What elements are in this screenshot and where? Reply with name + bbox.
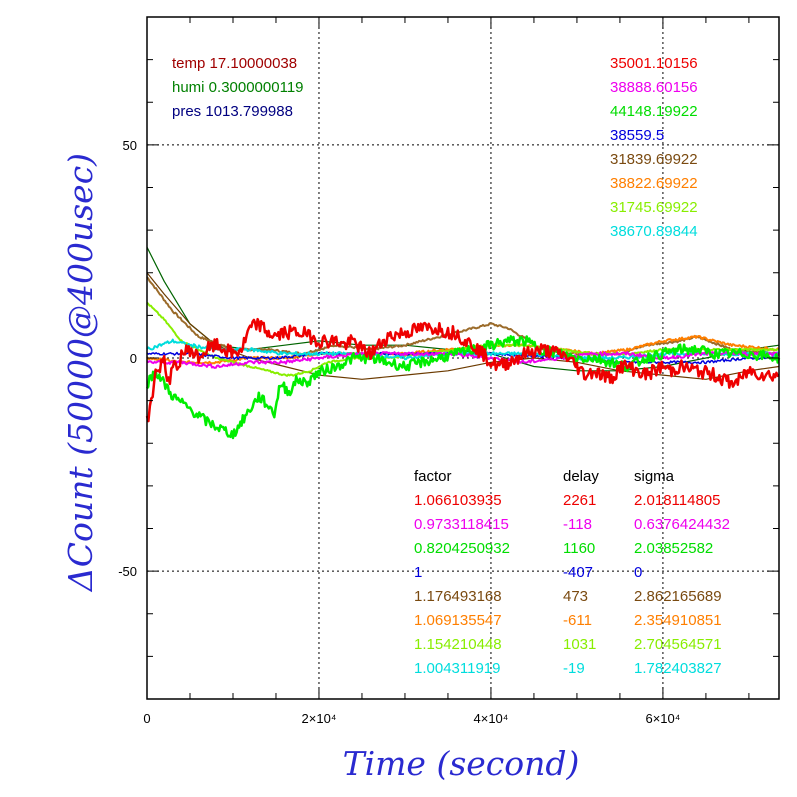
table-sigma: 0.6376424432 [634, 516, 730, 533]
top-value: 35001.10156 [610, 55, 698, 72]
table-sigma: 2.862165689 [634, 588, 722, 605]
table-factor: 1.154210448 [414, 636, 502, 653]
series-line-10 [145, 317, 780, 423]
series-line-7 [146, 338, 780, 361]
x-tick-label: 6×10⁴ [645, 711, 680, 726]
top-value: 38670.89844 [610, 223, 698, 240]
condition-temp: temp 17.10000038 [172, 55, 297, 72]
table-delay: 1031 [563, 636, 596, 653]
y-axis-title: ΔCount (50000@400usec) [61, 153, 100, 593]
table-factor: 0.8204250932 [414, 540, 510, 557]
axis-ticks [146, 16, 779, 700]
series-line-9 [146, 335, 781, 440]
table-factor: 1.066103935 [414, 492, 502, 509]
table-delay: -118 [563, 516, 592, 533]
top-value: 38822.69922 [610, 175, 698, 192]
y-tick-label: 0 [130, 351, 137, 366]
x-tick-label: 4×10⁴ [474, 711, 509, 726]
tick-labels: 0 2×10⁴ 4×10⁴ 6×10⁴ 50 0 -50 [118, 138, 680, 726]
x-axis-title: Time (second) [343, 744, 580, 783]
table-factor: 0.9733118415 [414, 516, 509, 533]
series-line-8 [146, 351, 780, 369]
top-value: 31745.69922 [610, 199, 698, 216]
table-header-delay: delay [563, 468, 599, 485]
table-delay: 2261 [563, 492, 596, 509]
table-sigma: 2.018114805 [634, 492, 720, 509]
top-value: 31839.69922 [610, 151, 698, 168]
plot-series [145, 246, 781, 440]
table-sigma: 1.782403827 [634, 660, 722, 677]
table-delay: -407 [563, 564, 593, 581]
table-delay: 473 [563, 588, 588, 605]
y-tick-label: -50 [118, 564, 137, 579]
table-sigma: 0 [634, 564, 642, 581]
table-sigma: 2.354910851 [634, 612, 722, 629]
table-header-sigma: sigma [634, 468, 675, 485]
table-header-factor: factor [414, 468, 452, 485]
x-tick-label: 0 [143, 711, 150, 726]
table-sigma: 2.03852582 [634, 540, 713, 557]
condition-humi: humi 0.3000000119 [172, 79, 304, 96]
table-factor: 1.004311919 [414, 660, 500, 677]
top-value: 38559.5 [610, 127, 664, 144]
table-delay: 1160 [563, 540, 595, 557]
table-factor: 1.069135547 [414, 612, 502, 629]
x-tick-label: 2×10⁴ [302, 711, 337, 726]
table-delay: -611 [563, 612, 592, 629]
table-factor: 1 [414, 564, 422, 581]
legend: temp 17.10000038 humi 0.3000000119 pres 10… [172, 55, 730, 677]
table-factor: 1.176493168 [414, 588, 502, 605]
condition-pres: pres 1013.799988 [172, 103, 293, 120]
y-tick-label: 50 [123, 138, 137, 153]
table-sigma: 2.704564571 [634, 636, 722, 653]
top-value: 44148.19922 [610, 103, 698, 120]
table-delay: -19 [563, 660, 585, 677]
top-value: 38888.60156 [610, 79, 698, 96]
